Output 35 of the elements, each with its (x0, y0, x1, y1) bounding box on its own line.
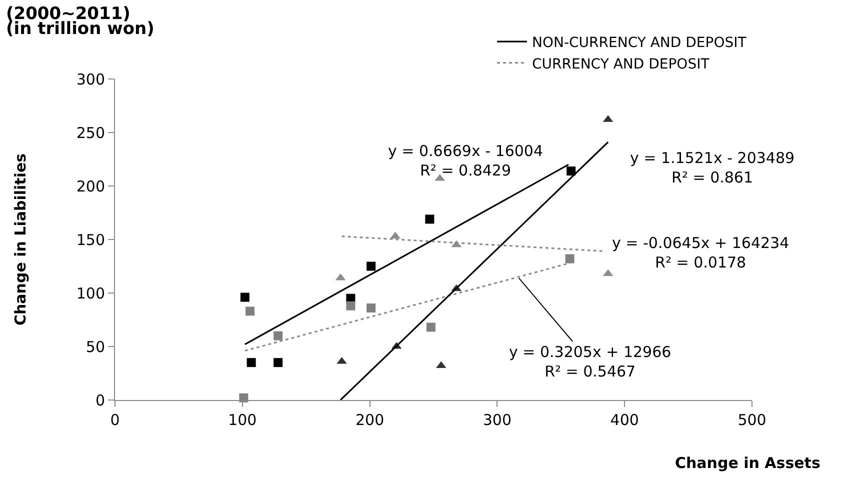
point (274, 358, 283, 368)
point (246, 306, 255, 316)
annotation: y = 0.6669x - 16004 R² = 0.8429 (388, 142, 544, 180)
point (366, 262, 376, 271)
y-tick-label: 150 (76, 230, 105, 249)
point (566, 166, 576, 176)
y-tick-label: 100 (76, 284, 105, 302)
x-tick-label: 200 (355, 411, 384, 429)
y-axis-title: Change in Liabilities (12, 153, 30, 326)
point (346, 301, 356, 310)
y-tick-label: 300 (76, 70, 105, 88)
y-tick-label: 50 (86, 338, 105, 356)
point (336, 356, 347, 364)
x-tick-label: 500 (738, 411, 766, 429)
point (390, 232, 400, 239)
x-axis-title: Change in Assets (675, 454, 820, 472)
legend-label: CURRENCY AND DEPOSIT (532, 56, 710, 72)
point (565, 254, 574, 264)
point (366, 303, 376, 312)
point (246, 358, 256, 368)
point (425, 214, 434, 224)
annotation: y = 0.3205x + 12966 R² = 0.5467 (509, 343, 672, 380)
x-tick-label: 300 (482, 411, 512, 429)
x-tick-label: 400 (610, 411, 639, 429)
annotation: y = 1.1521x - 203489 R² = 0.861 (630, 149, 795, 186)
y-tick-label: 0 (95, 391, 105, 410)
point (240, 292, 250, 302)
x-tick-label: 0 (110, 411, 120, 429)
annotation: y = -0.0645x + 164234 R² = 0.0178 (612, 234, 790, 272)
x-tick-label: 100 (228, 411, 257, 429)
legend-label: NON-CURRENCY AND DEPOSIT (532, 35, 747, 52)
y-tick-label: 250 (76, 124, 105, 142)
point (426, 322, 436, 332)
y-tick-label: 200 (76, 177, 105, 196)
point (274, 331, 283, 340)
